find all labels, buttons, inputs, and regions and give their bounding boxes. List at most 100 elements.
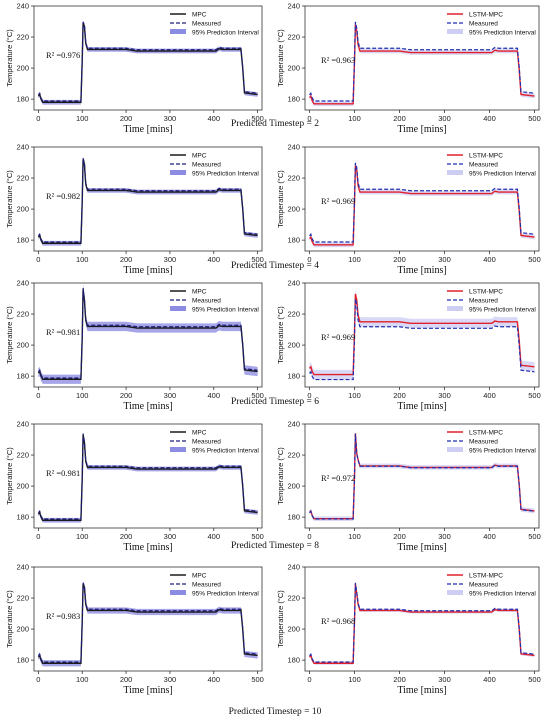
r2-annotation: R² =0.968 (321, 616, 355, 626)
x-tick-label: 500 (528, 675, 541, 684)
legend-label-model: MPC (192, 12, 207, 19)
y-tick-label: 180 (16, 656, 29, 665)
plot-frame (33, 282, 263, 388)
plot-frame (33, 423, 263, 529)
r2-annotation: R² =0.982 (46, 191, 80, 201)
chart-panel-right-1: 0 100 200 300 400 500 180 200 220 240 Time [mins] T… (276, 2, 541, 136)
x-tick-label: 0 (307, 255, 311, 264)
legend: LSTM-MPC Measured 95% Prediction Interval (447, 430, 536, 455)
r2-annotation: R² =0.969 (321, 196, 355, 206)
legend-label-model: LSTM-MPC (469, 430, 503, 437)
y-tick-label: 240 (287, 563, 300, 572)
legend-label-band: 95% Prediction Interval (469, 30, 536, 37)
x-tick-label: 0 (36, 532, 40, 541)
y-tick-label: 200 (287, 482, 300, 491)
x-axis-label: Time [mins] (397, 401, 446, 412)
x-tick-label: 200 (120, 391, 133, 400)
x-tick-label: 400 (483, 532, 496, 541)
series-line-mpc (37, 583, 258, 664)
x-tick-label: 500 (251, 255, 264, 264)
y-tick-label: 200 (16, 64, 29, 73)
x-tick-label: 300 (164, 114, 177, 123)
chart-panel-left-2: 0 100 200 300 400 500 180 200 220 240 Time [mins] T… (5, 143, 264, 277)
x-tick-label: 200 (393, 532, 406, 541)
y-tick-label: 220 (16, 174, 29, 183)
chart-panel-left-5: 0 100 200 300 400 500 180 200 220 240 Time [mins] T… (5, 563, 264, 697)
x-tick-label: 100 (76, 255, 89, 264)
legend: LSTM-MPC Measured 95% Prediction Interval (447, 12, 536, 37)
y-tick-label: 200 (16, 341, 29, 350)
legend-label-band: 95% Prediction Interval (469, 307, 536, 314)
x-tick-label: 200 (120, 532, 133, 541)
y-tick-label: 220 (287, 310, 300, 319)
x-tick-label: 400 (208, 532, 221, 541)
y-axis-label: Temperature (°C) (276, 590, 285, 648)
y-axis-label: Temperature (°C) (5, 29, 14, 87)
legend-label-model: LSTM-MPC (469, 289, 503, 296)
series-line-measured (37, 433, 258, 520)
legend-label-measured: Measured (469, 582, 498, 589)
x-axis-label: Time [mins] (397, 124, 446, 135)
y-tick-label: 180 (16, 372, 29, 381)
x-tick-label: 500 (251, 391, 264, 400)
legend-label-band: 95% Prediction Interval (192, 448, 259, 455)
series-line-lstm-mpc (308, 583, 535, 664)
y-tick-label: 200 (287, 341, 300, 350)
y-axis-label: Temperature (°C) (276, 306, 285, 364)
r2-annotation: R² =0.976 (46, 50, 80, 60)
x-tick-label: 300 (164, 391, 177, 400)
x-tick-label: 100 (348, 114, 361, 123)
x-tick-label: 400 (483, 675, 496, 684)
y-tick-label: 220 (16, 310, 29, 319)
y-axis-label: Temperature (°C) (5, 447, 14, 505)
x-tick-label: 0 (307, 391, 311, 400)
x-tick-label: 200 (393, 255, 406, 264)
y-tick-label: 220 (16, 594, 29, 603)
plot-frame (304, 5, 540, 111)
series-line-mpc (37, 159, 258, 244)
x-tick-label: 100 (76, 114, 89, 123)
legend-label-measured: Measured (469, 298, 498, 305)
legend-label-band: 95% Prediction Interval (192, 30, 259, 37)
legend-label-measured: Measured (469, 439, 498, 446)
plot-frame (304, 566, 540, 672)
x-tick-label: 100 (76, 391, 89, 400)
x-tick-label: 0 (36, 675, 40, 684)
chart-panel-right-4: 0 100 200 300 400 500 180 200 220 240 Time [mins] T… (276, 420, 541, 554)
r2-annotation: R² =0.981 (46, 327, 80, 337)
legend-label-measured: Measured (192, 162, 221, 169)
legend-label-model: LSTM-MPC (469, 12, 503, 19)
y-tick-label: 200 (287, 205, 300, 214)
plot-frame (33, 5, 263, 111)
legend: MPC Measured 95% Prediction Interval (170, 573, 259, 598)
legend: LSTM-MPC Measured 95% Prediction Interval (447, 289, 536, 314)
legend-swatch-band (447, 170, 463, 175)
r2-annotation: R² =0.969 (321, 332, 355, 342)
series-line-lstm-mpc (308, 165, 535, 246)
legend-label-model: LSTM-MPC (469, 573, 503, 580)
x-tick-label: 500 (251, 532, 264, 541)
x-tick-label: 0 (36, 114, 40, 123)
x-tick-label: 200 (393, 675, 406, 684)
legend-label-band: 95% Prediction Interval (192, 307, 259, 314)
y-tick-label: 220 (287, 33, 300, 42)
x-tick-label: 0 (307, 532, 311, 541)
x-tick-label: 300 (438, 255, 451, 264)
x-tick-label: 100 (348, 532, 361, 541)
y-axis-label: Temperature (°C) (276, 447, 285, 505)
r2-annotation: R² =0.963 (321, 55, 355, 65)
y-tick-label: 180 (16, 513, 29, 522)
x-tick-label: 0 (307, 114, 311, 123)
series-line-mpc (37, 434, 258, 521)
y-tick-label: 240 (16, 563, 29, 572)
y-tick-label: 200 (16, 482, 29, 491)
series-line-measured (309, 162, 535, 243)
x-tick-label: 400 (483, 391, 496, 400)
x-axis-label: Time [mins] (123, 265, 172, 276)
plot-frame (33, 566, 263, 672)
y-tick-label: 180 (287, 656, 300, 665)
y-tick-label: 180 (287, 236, 300, 245)
y-tick-label: 220 (287, 174, 300, 183)
series-line-lstm-mpc (308, 24, 535, 105)
legend: MPC Measured 95% Prediction Interval (170, 153, 259, 178)
